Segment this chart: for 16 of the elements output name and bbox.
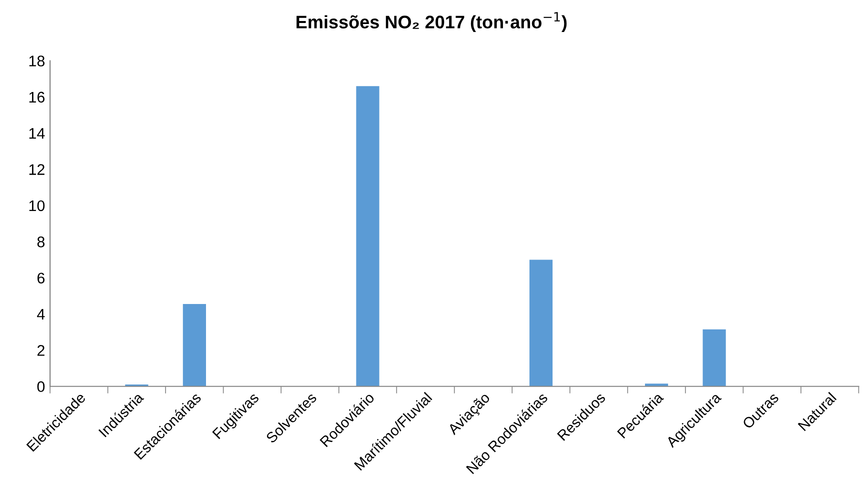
bar (529, 260, 553, 386)
bar (356, 86, 380, 386)
y-tick-label: 14 (29, 128, 45, 139)
y-tick-label: 6 (37, 272, 45, 284)
bar (644, 384, 668, 386)
y-tick-label: 4 (37, 309, 45, 320)
bar (702, 329, 726, 386)
y-tick-label: 0 (37, 381, 45, 392)
bar (182, 304, 206, 386)
y-tick-label: 2 (37, 345, 44, 356)
y-tick-label: 10 (29, 200, 45, 212)
y-tick-label: 12 (29, 164, 44, 175)
y-tick-label: 16 (29, 92, 45, 103)
y-tick-label: 8 (37, 236, 45, 248)
chart-title: Emissões NO₂ 2017 (ton·ano$^{−1}$) (296, 12, 567, 32)
y-tick-label: 18 (29, 56, 45, 66)
